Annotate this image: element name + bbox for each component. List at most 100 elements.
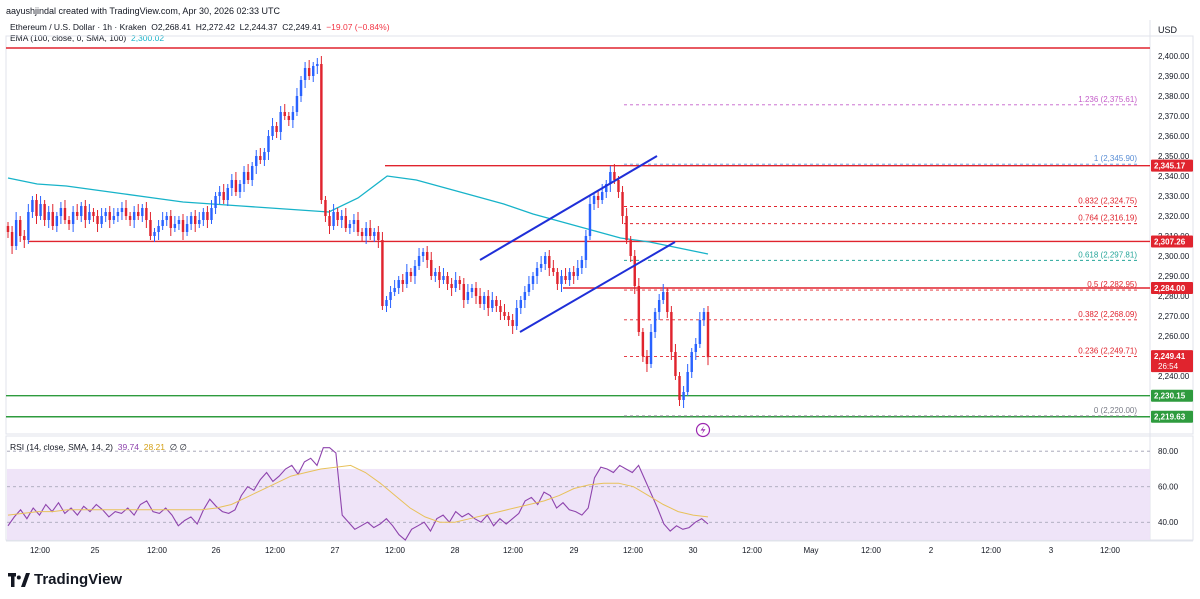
candle-body [487, 296, 490, 308]
candle-body [633, 256, 636, 286]
tradingview-logo[interactable]: TradingView [8, 571, 122, 588]
candle-body [324, 200, 327, 216]
candle-body [10, 232, 14, 246]
candle-body [499, 306, 502, 312]
candle-body [674, 352, 677, 376]
candle-body [31, 200, 34, 212]
candle-body [641, 332, 645, 356]
candle-body [405, 272, 409, 284]
candle-body [80, 206, 83, 216]
candle-body [96, 216, 99, 224]
price-tag-label: 2,307.26 [1154, 237, 1186, 246]
candle-body [303, 68, 307, 80]
currency-label: USD [1158, 25, 1178, 35]
candle-body [47, 212, 50, 220]
candle-body [100, 216, 103, 224]
fib-label-1.236: 1.236 (2,375.61) [1078, 95, 1137, 104]
price-tick-label: 2,260.00 [1158, 332, 1190, 341]
time-tick-label: 12:00 [742, 546, 763, 555]
price-tick-label: 2,390.00 [1158, 72, 1190, 81]
candle-body [275, 126, 278, 132]
candle-body [531, 276, 535, 284]
candle-body [511, 320, 514, 326]
candle-body [401, 280, 404, 284]
event-lightning-icon[interactable] [695, 422, 711, 438]
candle-body [462, 284, 466, 300]
candle-body [572, 272, 575, 276]
candle-body [645, 356, 649, 364]
time-tick-label: 12:00 [265, 546, 286, 555]
candle-body [6, 226, 10, 232]
time-tick-label: 28 [451, 546, 460, 555]
candle-body [246, 172, 250, 180]
current-price-label: 2,249.41 [1154, 352, 1186, 361]
price-tick-label: 2,320.00 [1158, 212, 1190, 221]
price-tag-label: 2,219.63 [1154, 413, 1186, 422]
candle-body [702, 312, 706, 320]
candle-body [263, 152, 266, 160]
price-tick-label: 2,290.00 [1158, 272, 1190, 281]
price-tick-label: 2,370.00 [1158, 112, 1190, 121]
candle-body [84, 206, 87, 220]
candle-body [434, 272, 437, 276]
candle-body [112, 216, 116, 220]
symbol-legend[interactable]: Ethereum / U.S. Dollar · 1h · Kraken O2,… [10, 22, 390, 32]
ema-legend[interactable]: EMA (100, close, 0, SMA, 100) 2,300.02 [10, 33, 164, 43]
rsi-tick-label: 40.00 [1158, 518, 1179, 527]
candle-body [454, 280, 457, 288]
candle-body [71, 212, 75, 224]
candle-body [474, 288, 478, 296]
candle-body [393, 288, 396, 292]
time-tick-label: 12:00 [30, 546, 51, 555]
candle-body [621, 192, 624, 216]
candle-body [588, 204, 592, 236]
fib-label-0.832: 0.832 (2,324.75) [1078, 197, 1137, 206]
time-tick-label: May [803, 546, 818, 555]
candle-body [470, 288, 474, 292]
candle-body [556, 272, 559, 284]
price-tag-label: 2,230.15 [1154, 392, 1186, 401]
candle-body [678, 376, 681, 400]
candle-body [397, 280, 400, 288]
time-tick-label: 30 [689, 546, 698, 555]
candle-body [141, 208, 144, 216]
candle-body [234, 180, 238, 192]
candle-body [576, 268, 579, 276]
level-lines-layer: 1.236 (2,375.61) 1 (2,345.90) 0.832 (2,324… [6, 47, 1150, 418]
rsi-legend[interactable]: RSI (14, close, SMA, 14, 2) 39.74 28.21 … [10, 442, 187, 453]
candle-body [425, 252, 429, 260]
ohlc-open: O2,268.41 [151, 22, 191, 32]
time-tick-label: 12:00 [981, 546, 1002, 555]
candle-body [92, 212, 95, 216]
candle-body [682, 392, 685, 400]
candle-body [360, 232, 364, 236]
candle-body [39, 204, 42, 216]
ema-label: EMA (100, close, 0, SMA, 100) [10, 33, 127, 43]
candle-body [515, 308, 518, 326]
candle-body [332, 212, 335, 226]
candle-body [255, 156, 258, 166]
channel-lower-line [519, 241, 676, 333]
candle-body [519, 300, 523, 308]
candle-body [535, 268, 539, 276]
candle-body [503, 312, 506, 316]
candle-body [193, 216, 197, 224]
candle-body [385, 300, 388, 306]
rsi-band [7, 468, 1150, 540]
candle-body [690, 352, 693, 372]
price-tick-label: 2,350.00 [1158, 152, 1190, 161]
candle-body [120, 208, 124, 212]
candle-body [548, 256, 551, 268]
rsi-ma-line [7, 464, 709, 523]
candle-body [356, 220, 360, 232]
price-tag-label: 2,284.00 [1154, 284, 1186, 293]
candle-body [145, 208, 148, 220]
price-tick-label: 2,340.00 [1158, 172, 1190, 181]
candle-body [63, 208, 67, 220]
tradingview-logo-text: TradingView [34, 571, 123, 588]
candle-body [67, 220, 71, 224]
rsi-value: 39.74 [117, 442, 139, 452]
candle-body [653, 312, 657, 332]
